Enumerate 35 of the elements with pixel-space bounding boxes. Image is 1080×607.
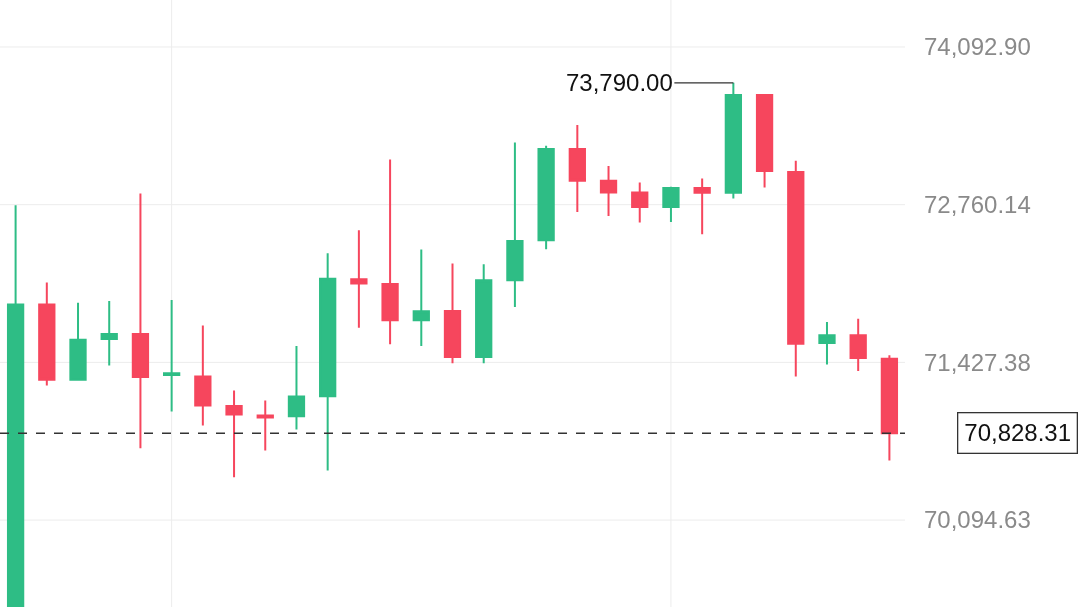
candlestick <box>755 94 774 189</box>
y-tick-label: 74,092.90 <box>924 33 1031 61</box>
candlestick <box>693 177 711 236</box>
candlestick <box>599 164 618 217</box>
candlestick <box>225 389 243 479</box>
ref-line-label: 70,828.31 <box>964 419 1072 447</box>
candlestick <box>319 252 337 472</box>
candlestick <box>787 159 805 378</box>
candlestick <box>443 262 462 365</box>
candlestick <box>880 354 899 462</box>
candlestick <box>350 229 368 329</box>
candlestick <box>475 263 493 365</box>
candlestick <box>537 144 555 251</box>
y-tick-label: 70,094.63 <box>924 506 1031 534</box>
candlestick <box>724 81 743 200</box>
candlestick <box>162 298 181 413</box>
candlestick <box>818 321 836 366</box>
candlestick <box>194 324 212 427</box>
candlestick <box>412 248 430 348</box>
candlestick <box>849 317 867 373</box>
candlestick <box>287 345 306 431</box>
y-tick-label: 71,427.38 <box>924 348 1031 376</box>
y-tick-label: 72,760.14 <box>924 191 1031 219</box>
candlestick <box>100 300 118 367</box>
candlestick <box>631 181 649 224</box>
candlestick <box>69 301 87 381</box>
candlestick <box>131 192 150 450</box>
candlestick <box>381 158 399 346</box>
annotation: 73,790.00 <box>566 69 673 96</box>
candlestick <box>506 141 524 309</box>
candlestick <box>662 185 680 223</box>
candlestick <box>568 124 586 213</box>
candlestick <box>38 281 56 387</box>
candlestick <box>6 204 25 607</box>
candlestick <box>256 399 274 452</box>
